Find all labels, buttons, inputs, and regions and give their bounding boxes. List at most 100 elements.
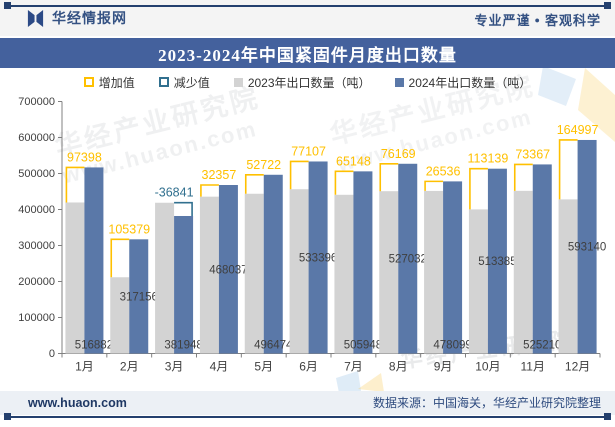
bar-2023-3月 <box>155 202 175 354</box>
value-label-2024-7月: 505948 <box>344 340 382 352</box>
rule-end-square <box>604 2 611 9</box>
site-link[interactable]: www.huaon.com <box>28 396 127 410</box>
y-tick-label: 400000 <box>18 204 55 216</box>
value-label-2024-6月: 533396 <box>299 252 337 264</box>
bar-2024-9月 <box>443 181 463 354</box>
y-tick-label: 300000 <box>18 240 55 252</box>
slogan: 专业严谨 ● 客观科学 <box>474 13 601 28</box>
increase-label-7月: 65148 <box>336 154 371 168</box>
watermark-yellow-triangle <box>578 68 615 142</box>
x-category-label-3月: 3月 <box>165 360 184 374</box>
bar-2023-10月 <box>468 209 488 354</box>
x-category-label-6月: 6月 <box>299 360 318 374</box>
bar-2024-8月 <box>398 163 418 354</box>
footer-bar: www.huaon.com 数据来源：中国海关，华经产业研究院整理 <box>0 391 615 415</box>
y-tick-label: 0 <box>49 348 55 360</box>
x-category-label-10月: 10月 <box>475 360 500 374</box>
increase-label-10月: 113139 <box>468 152 509 166</box>
x-category-label-8月: 8月 <box>389 360 408 374</box>
increase-label-11月: 73367 <box>515 147 550 161</box>
bar-chart: 0 100000 200000 300000 400000 500000 600000 700… <box>18 96 606 374</box>
bottom-rule <box>4 413 611 420</box>
watermark-blue-shape-footer <box>336 371 361 393</box>
x-category-label-11月: 11月 <box>521 360 545 374</box>
bar-2024-12月 <box>577 139 597 354</box>
increase-label-1月: 97398 <box>67 150 102 164</box>
x-category-label-2月: 2月 <box>120 360 139 374</box>
brand: 华经情报网 <box>26 8 127 28</box>
value-label-2024-10月: 513385 <box>478 256 516 268</box>
increase-label-5月: 52722 <box>246 158 281 172</box>
value-label-2024-3月: 381948 <box>164 340 202 352</box>
value-label-2024-12月: 593140 <box>568 242 606 254</box>
bar-2024-3月 <box>174 215 194 354</box>
increase-bracket-6月 <box>289 160 309 190</box>
x-category-label-4月: 4月 <box>210 360 229 374</box>
header-bar: 华经情报网 专业严谨 ● 客观科学 <box>0 0 615 36</box>
bar-2024-2月 <box>129 239 149 354</box>
increase-bracket-9月 <box>424 180 444 191</box>
value-label-2024-11月: 525210 <box>523 340 561 352</box>
bar-2024-11月 <box>532 164 552 354</box>
legend-marker <box>158 77 169 87</box>
legend-item-1: 减少值 <box>158 74 210 91</box>
y-tick-label: 600000 <box>18 132 55 144</box>
x-category-label-12月: 12月 <box>565 360 590 374</box>
increase-bracket-11月 <box>513 163 533 191</box>
increase-bracket-12月 <box>558 139 578 200</box>
bar-2023-6月 <box>289 189 309 354</box>
y-tick-label: 700000 <box>18 96 55 108</box>
watermark-yellow-shape-footer <box>358 373 384 392</box>
increase-bracket-4月 <box>200 184 219 197</box>
increase-bracket-1月 <box>65 166 85 203</box>
value-label-2024-9月: 478099 <box>433 340 471 352</box>
chart-legend: 增加值 减少值 2023年出口数量（吨） 2024年出口数量（吨） <box>0 72 615 92</box>
legend-label: 2024年出口数量（吨） <box>408 75 532 90</box>
increase-label-2月: 105379 <box>108 222 150 236</box>
bar-2024-4月 <box>218 185 238 354</box>
increase-label-12月: 164997 <box>557 123 599 137</box>
legend-item-3: 2024年出口数量（吨） <box>394 74 532 91</box>
bar-2023-4月 <box>199 196 219 354</box>
decrease-label-3月: -36841 <box>155 186 194 200</box>
value-label-2024-2月: 317156 <box>120 291 158 303</box>
huaon-logo-icon <box>27 9 44 27</box>
bar-2023-11月 <box>513 190 533 354</box>
increase-label-6月: 77107 <box>291 144 326 158</box>
increase-label-4月: 32357 <box>202 168 237 182</box>
rule-end-square <box>4 2 11 9</box>
legend-item-0: 增加值 <box>83 74 135 91</box>
value-label-2024-5月: 496474 <box>254 340 293 352</box>
increase-bracket-7月 <box>334 170 354 195</box>
increase-bracket-2月 <box>110 238 130 278</box>
legend-marker <box>394 77 404 87</box>
rule-end-square <box>4 413 11 420</box>
increase-label-9月: 26536 <box>426 164 461 178</box>
x-category-label-1月: 1月 <box>75 360 94 374</box>
bar-2024-6月 <box>308 161 328 354</box>
watermark-blue-diamond <box>538 66 576 106</box>
bar-2024-7月 <box>353 171 373 354</box>
legend-label: 增加值 <box>98 75 135 90</box>
legend-marker <box>83 77 94 87</box>
y-tick-label: 100000 <box>18 312 55 324</box>
bar-2023-2月 <box>110 277 130 354</box>
brand-name: 华经情报网 <box>52 10 127 26</box>
slogan-dot: ● <box>534 15 541 25</box>
legend-marker <box>233 77 243 87</box>
x-category-label-5月: 5月 <box>254 360 273 374</box>
legend-item-2: 2023年出口数量（吨） <box>233 74 371 91</box>
bar-2023-7月 <box>334 194 354 354</box>
y-tick-label: 500000 <box>18 168 55 180</box>
bar-2024-1月 <box>84 167 104 354</box>
bar-2024-10月 <box>487 168 507 354</box>
legend-label: 减少值 <box>173 75 210 90</box>
increase-bracket-10月 <box>469 167 488 210</box>
value-label-2024-1月: 516882 <box>75 340 113 352</box>
chart-title: 2023-2024年中国紧固件月度出口数量 <box>158 45 457 65</box>
bar-2023-8月 <box>379 191 399 354</box>
bar-2023-5月 <box>244 193 264 354</box>
bar-2024-5月 <box>263 174 283 354</box>
x-category-label-9月: 9月 <box>434 360 453 374</box>
